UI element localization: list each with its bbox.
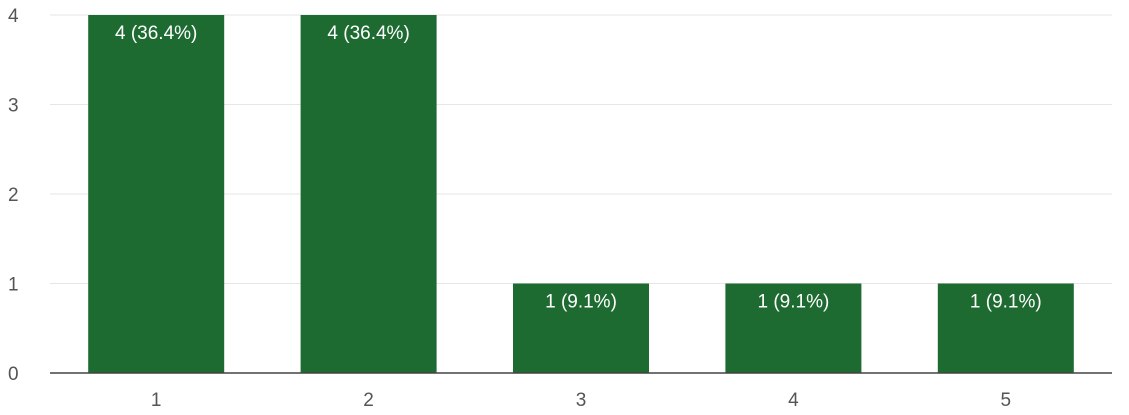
- x-tick-label-3: 3: [576, 390, 587, 411]
- x-tick-label-4: 4: [788, 390, 799, 411]
- y-tick-label-3: 3: [8, 96, 19, 117]
- data-label-5: 1 (9.1%): [970, 292, 1042, 313]
- data-label-1: 4 (36.4%): [115, 23, 197, 44]
- data-label-2: 4 (36.4%): [327, 23, 409, 44]
- x-tick-labels: 1 2 3 4 5: [151, 390, 1011, 411]
- bars: 4 (36.4%) 4 (36.4%) 1 (9.1%) 1 (9.1%) 1 (9.1…: [88, 15, 1074, 373]
- x-tick-label-1: 1: [151, 390, 162, 411]
- y-tick-labels: 0 1 2 3 4: [8, 6, 19, 385]
- bar-1: [88, 15, 225, 373]
- bar-5: [937, 283, 1074, 373]
- data-label-3: 1 (9.1%): [545, 292, 617, 313]
- x-tick-label-2: 2: [363, 390, 374, 411]
- y-tick-label-2: 2: [8, 185, 19, 206]
- bar-4: [725, 283, 862, 373]
- bar-3: [513, 283, 649, 373]
- x-tick-label-5: 5: [1001, 390, 1012, 411]
- bar-2: [300, 15, 437, 373]
- y-tick-label-1: 1: [8, 275, 19, 296]
- y-tick-label-0: 0: [8, 364, 19, 385]
- data-label-4: 1 (9.1%): [757, 292, 829, 313]
- y-tick-label-4: 4: [8, 6, 19, 27]
